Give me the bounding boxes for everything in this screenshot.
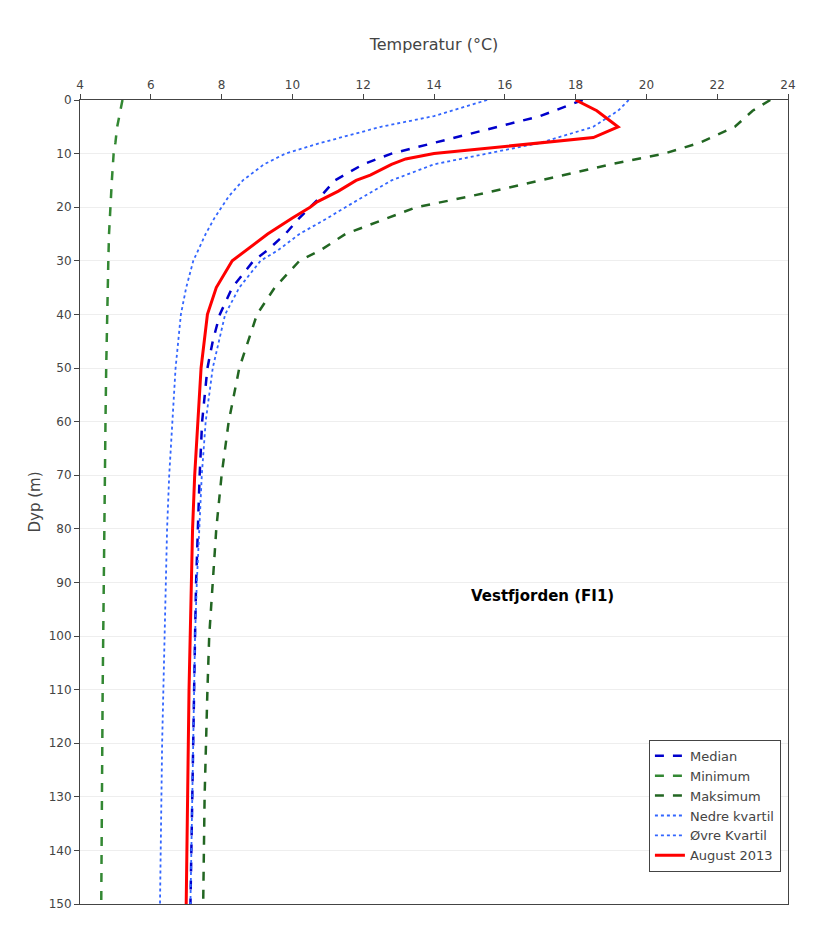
svg-text:120: 120 — [49, 736, 72, 750]
svg-text:130: 130 — [49, 790, 72, 804]
svg-text:12: 12 — [356, 78, 371, 92]
svg-text:6: 6 — [147, 78, 155, 92]
svg-text:10: 10 — [285, 78, 300, 92]
svg-text:50: 50 — [56, 361, 71, 375]
svg-text:0: 0 — [64, 93, 72, 107]
svg-text:10: 10 — [56, 147, 71, 161]
svg-text:Vestfjorden (FI1): Vestfjorden (FI1) — [471, 587, 614, 605]
svg-text:20: 20 — [56, 200, 71, 214]
svg-text:Median: Median — [690, 749, 737, 764]
svg-text:150: 150 — [49, 897, 72, 911]
svg-text:4: 4 — [76, 78, 84, 92]
svg-text:Nedre kvartil: Nedre kvartil — [690, 809, 774, 824]
svg-text:August 2013: August 2013 — [690, 848, 773, 863]
svg-text:16: 16 — [497, 78, 512, 92]
svg-text:Temperatur (°C): Temperatur (°C) — [369, 35, 499, 54]
svg-text:140: 140 — [49, 844, 72, 858]
svg-text:14: 14 — [426, 78, 441, 92]
svg-text:80: 80 — [56, 522, 71, 536]
svg-text:90: 90 — [56, 576, 71, 590]
svg-text:110: 110 — [49, 683, 72, 697]
svg-text:100: 100 — [49, 629, 72, 643]
svg-text:60: 60 — [56, 415, 71, 429]
svg-text:Minimum: Minimum — [690, 769, 750, 784]
svg-text:40: 40 — [56, 308, 71, 322]
svg-text:22: 22 — [710, 78, 725, 92]
svg-text:Dyp (m): Dyp (m) — [26, 471, 44, 532]
svg-text:18: 18 — [568, 78, 583, 92]
svg-text:Maksimum: Maksimum — [690, 789, 761, 804]
svg-text:8: 8 — [218, 78, 226, 92]
svg-text:70: 70 — [56, 468, 71, 482]
svg-text:20: 20 — [639, 78, 654, 92]
svg-text:24: 24 — [780, 78, 795, 92]
svg-text:30: 30 — [56, 254, 71, 268]
svg-text:Øvre Kvartil: Øvre Kvartil — [690, 828, 767, 843]
